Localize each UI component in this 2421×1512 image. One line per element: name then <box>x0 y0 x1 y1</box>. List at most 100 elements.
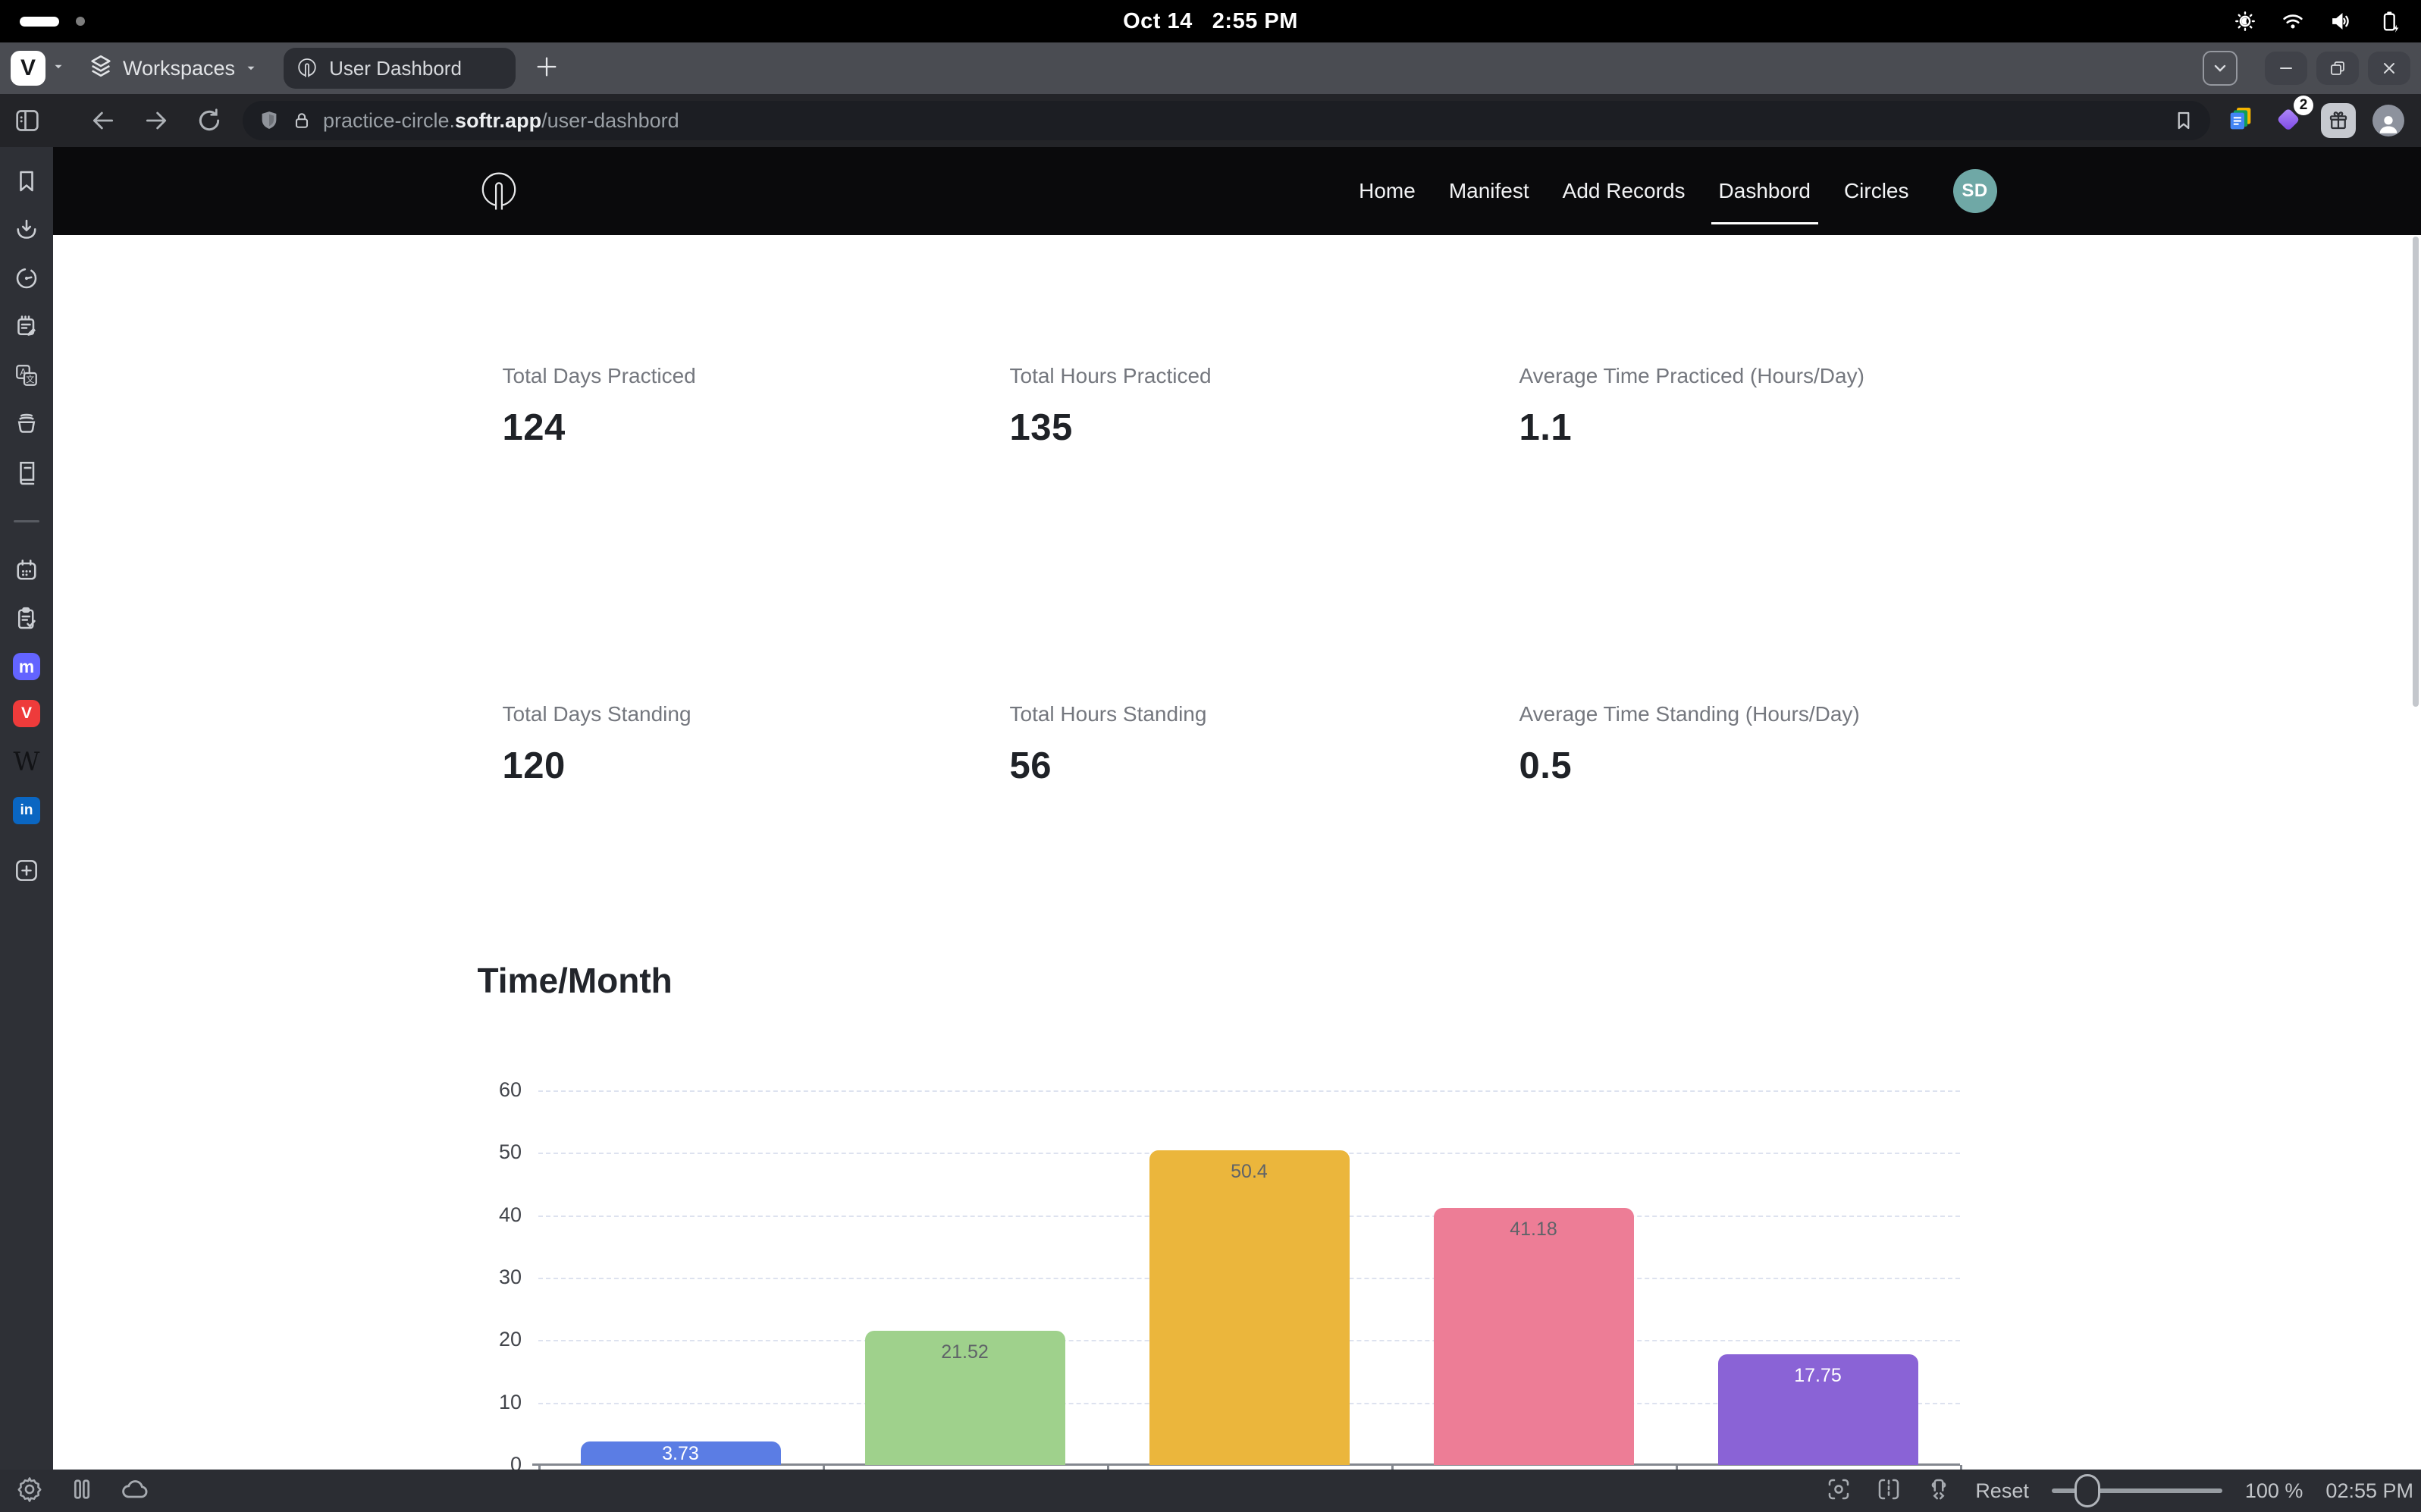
y-axis-tick-label: 50 <box>498 1140 522 1164</box>
bookmarks-panel-icon[interactable] <box>12 167 41 196</box>
sync-cloud-icon[interactable] <box>120 1474 150 1508</box>
mastodon-panel-icon[interactable]: m <box>13 653 40 680</box>
brightness-icon[interactable] <box>2233 9 2257 33</box>
nav-item-dashbord[interactable]: Dashbord <box>1711 147 1819 235</box>
webpage-content: Home Manifest Add Records Dashbord Circles S… <box>53 147 2421 1470</box>
reload-button[interactable] <box>194 105 224 136</box>
stat-label: Total Hours Practiced <box>1009 364 1212 387</box>
nav-item-add-records[interactable]: Add Records <box>1562 179 1686 202</box>
docs-extension-icon[interactable] <box>2225 104 2256 138</box>
new-tab-button[interactable] <box>534 54 560 83</box>
vivaldi-menu-button[interactable]: V <box>11 51 45 86</box>
y-axis-tick-label: 20 <box>498 1328 522 1351</box>
menubar-clock[interactable]: Oct 14 2:55 PM <box>1123 9 1298 34</box>
stat-label: Total Hours Standing <box>1009 702 1207 726</box>
settings-gear-icon[interactable] <box>15 1475 44 1507</box>
page-actions-icon[interactable] <box>1925 1476 1952 1507</box>
active-app-pill <box>20 16 59 27</box>
shield-icon[interactable] <box>258 109 281 132</box>
url-text: practice-circle.softr.app/user-dashbord <box>323 108 679 132</box>
statusbar-clock: 02:55 PM <box>2325 1479 2413 1502</box>
chart-bar[interactable]: 21.52 <box>864 1331 1065 1465</box>
workspaces-button[interactable]: Workspaces <box>88 53 258 84</box>
y-axis-tick-label: 40 <box>498 1203 522 1226</box>
window-restore-button[interactable] <box>2316 52 2359 85</box>
split-view-icon[interactable] <box>1875 1476 1902 1507</box>
y-axis-tick-label: 30 <box>498 1266 522 1288</box>
x-axis-tick <box>1107 1465 1109 1470</box>
zoom-reset-button[interactable]: Reset <box>1975 1479 2029 1502</box>
wikipedia-panel-icon[interactable]: W <box>13 747 40 777</box>
stat-value: 135 <box>1009 407 1073 448</box>
x-axis-tick <box>1676 1465 1678 1470</box>
panel-toggle-icon[interactable] <box>12 105 42 136</box>
macos-menubar: Oct 14 2:55 PM <box>0 0 2421 42</box>
x-axis-tick <box>1960 1465 1962 1470</box>
tab-stack-chevron-button[interactable] <box>2203 51 2238 86</box>
zoom-slider-thumb[interactable] <box>2074 1474 2100 1507</box>
gridline <box>538 1090 1960 1092</box>
capture-page-icon[interactable] <box>1825 1476 1852 1507</box>
site-logo-icon[interactable] <box>478 169 520 213</box>
calendar-panel-icon[interactable] <box>12 556 41 585</box>
tab-user-dashboard[interactable]: User Dashbord <box>284 48 516 89</box>
window-close-button[interactable] <box>2368 52 2410 85</box>
basket-panel-icon[interactable] <box>12 409 41 438</box>
tiling-icon[interactable] <box>68 1476 96 1507</box>
downloads-panel-icon[interactable] <box>12 215 41 244</box>
stat-card: Total Hours Practiced 135 <box>985 364 1494 449</box>
bar-value-label: 17.75 <box>1794 1365 1842 1386</box>
bookmark-page-icon[interactable] <box>2172 109 2195 132</box>
stats-section: Total Days Practiced 124 Total Hours Pract… <box>53 364 2421 787</box>
status-dot <box>76 17 85 26</box>
nav-item-circles[interactable]: Circles <box>1843 179 1909 202</box>
back-button[interactable] <box>88 105 118 136</box>
vivaldi-menu-chevron-icon[interactable] <box>52 60 65 77</box>
chart-bar[interactable]: 41.18 <box>1433 1208 1634 1465</box>
tag-extension-icon[interactable]: 2 <box>2272 95 2313 139</box>
page-scrollbar-thumb[interactable] <box>2413 237 2419 707</box>
x-axis-tick <box>538 1465 541 1470</box>
add-web-panel-icon[interactable] <box>12 856 41 885</box>
chart-bar[interactable]: 17.75 <box>1717 1354 1918 1465</box>
gift-extension-button[interactable] <box>2321 103 2356 138</box>
bar-value-label: 3.73 <box>662 1443 699 1464</box>
y-axis-tick-label: 60 <box>498 1078 522 1101</box>
volume-icon[interactable] <box>2328 9 2354 33</box>
url-field[interactable]: practice-circle.softr.app/user-dashbord <box>243 101 2210 140</box>
lock-icon[interactable] <box>291 110 312 131</box>
window-minimize-button[interactable] <box>2265 52 2307 85</box>
forward-button[interactable] <box>141 105 171 136</box>
battery-icon[interactable] <box>2377 9 2401 33</box>
y-axis-tick-label: 0 <box>510 1453 522 1470</box>
svg-text:A: A <box>20 366 27 378</box>
linkedin-panel-icon[interactable]: in <box>13 797 40 824</box>
x-axis-tick <box>823 1465 825 1470</box>
bar-value-label: 50.4 <box>1231 1161 1268 1182</box>
chart-section-title: Time/Month <box>477 961 673 1000</box>
bar-value-label: 41.18 <box>1510 1219 1557 1240</box>
header-nav: Home Manifest Add Records Dashbord Circles <box>1359 147 1909 235</box>
chart-bar[interactable]: 50.4 <box>1149 1150 1350 1465</box>
nav-item-manifest[interactable]: Manifest <box>1448 179 1529 202</box>
menubar-date: Oct 14 <box>1123 8 1193 33</box>
tab-title: User Dashbord <box>329 56 462 80</box>
notes-panel-icon[interactable] <box>12 312 41 341</box>
zoom-slider[interactable] <box>2051 1474 2222 1507</box>
stat-value: 0.5 <box>1519 745 1573 786</box>
tasks-panel-icon[interactable] <box>12 604 41 633</box>
translate-panel-icon[interactable]: A 文 <box>12 361 41 390</box>
history-panel-icon[interactable] <box>12 264 41 293</box>
svg-text:文: 文 <box>26 374 34 384</box>
vivaldi-social-panel-icon[interactable]: V <box>13 700 40 727</box>
reading-list-panel-icon[interactable] <box>12 458 41 487</box>
stat-card: Total Hours Standing 56 <box>985 702 1494 787</box>
chart-bar[interactable]: 3.73 <box>580 1441 781 1465</box>
stat-value: 124 <box>502 407 566 448</box>
wifi-icon[interactable] <box>2280 9 2306 33</box>
profile-avatar-button[interactable] <box>2372 105 2404 136</box>
nav-item-home[interactable]: Home <box>1359 179 1416 202</box>
user-avatar[interactable]: SD <box>1952 169 1997 213</box>
y-axis-tick-label: 10 <box>498 1390 522 1413</box>
